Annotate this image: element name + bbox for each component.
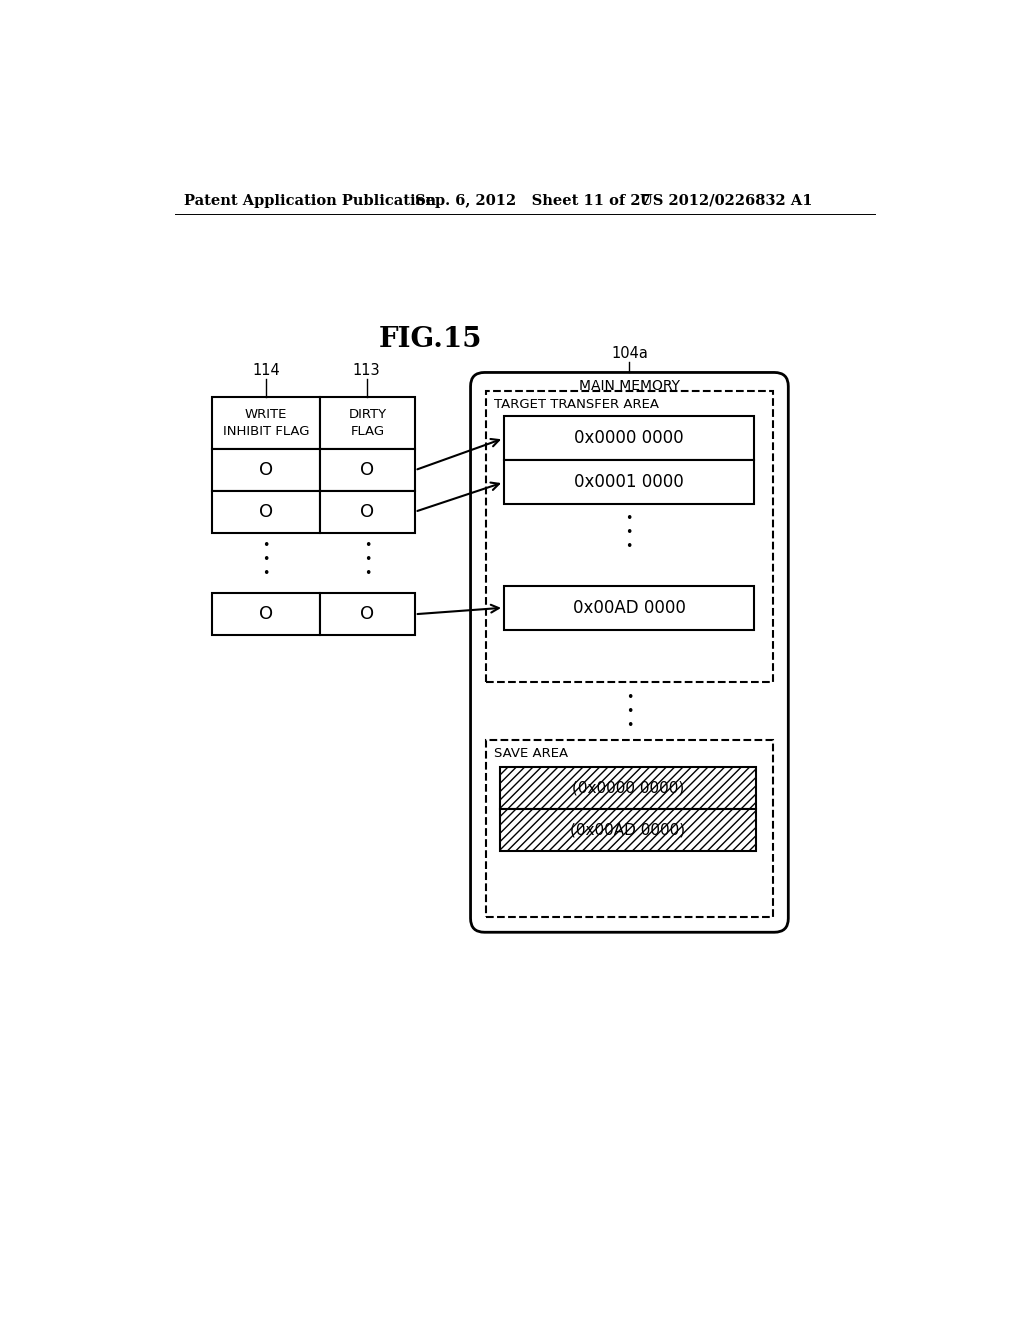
Text: 113: 113 <box>353 363 381 378</box>
Text: O: O <box>360 503 375 521</box>
Bar <box>500 809 756 851</box>
Bar <box>212 450 321 491</box>
Text: •: • <box>626 512 633 525</box>
Text: 0x0000 0000: 0x0000 0000 <box>574 429 684 447</box>
Bar <box>212 594 321 635</box>
Bar <box>321 594 415 635</box>
Text: 104a: 104a <box>611 346 648 360</box>
Text: O: O <box>259 503 273 521</box>
Bar <box>486 391 773 682</box>
Text: US 2012/0226832 A1: US 2012/0226832 A1 <box>640 194 812 207</box>
Text: O: O <box>360 606 375 623</box>
Text: O: O <box>259 461 273 479</box>
Text: MAIN MEMORY: MAIN MEMORY <box>579 379 680 393</box>
Text: •: • <box>626 527 633 539</box>
Text: •: • <box>626 718 633 731</box>
Text: 0x0001 0000: 0x0001 0000 <box>574 473 684 491</box>
Text: (0x00AD 0000): (0x00AD 0000) <box>570 822 685 838</box>
Bar <box>212 491 321 533</box>
Text: •: • <box>262 539 269 552</box>
Text: 0x00AD 0000: 0x00AD 0000 <box>572 599 685 616</box>
Text: 114: 114 <box>252 363 280 378</box>
Text: WRITE
INHIBIT FLAG: WRITE INHIBIT FLAG <box>222 408 309 438</box>
Text: SAVE AREA: SAVE AREA <box>494 747 568 760</box>
Bar <box>504 461 755 504</box>
Text: •: • <box>262 553 269 566</box>
Bar <box>504 416 755 461</box>
Text: •: • <box>626 690 633 704</box>
Text: Sep. 6, 2012   Sheet 11 of 27: Sep. 6, 2012 Sheet 11 of 27 <box>415 194 650 207</box>
Bar <box>321 450 415 491</box>
Text: O: O <box>259 606 273 623</box>
Text: •: • <box>364 566 371 579</box>
Bar <box>321 491 415 533</box>
Text: FIG.15: FIG.15 <box>379 326 482 352</box>
Text: •: • <box>626 540 633 553</box>
Text: (0x0000 0000): (0x0000 0000) <box>571 780 684 796</box>
Text: DIRTY
FLAG: DIRTY FLAG <box>348 408 386 438</box>
Bar <box>321 397 415 449</box>
Bar <box>212 397 321 449</box>
Bar <box>500 767 756 809</box>
Bar <box>504 586 755 630</box>
Bar <box>486 739 773 917</box>
Text: •: • <box>364 553 371 566</box>
Text: Patent Application Publication: Patent Application Publication <box>183 194 436 207</box>
Text: •: • <box>364 539 371 552</box>
Text: •: • <box>262 566 269 579</box>
Text: TARGET TRANSFER AREA: TARGET TRANSFER AREA <box>494 399 658 412</box>
Text: •: • <box>626 705 633 718</box>
Text: O: O <box>360 461 375 479</box>
FancyBboxPatch shape <box>471 372 788 932</box>
